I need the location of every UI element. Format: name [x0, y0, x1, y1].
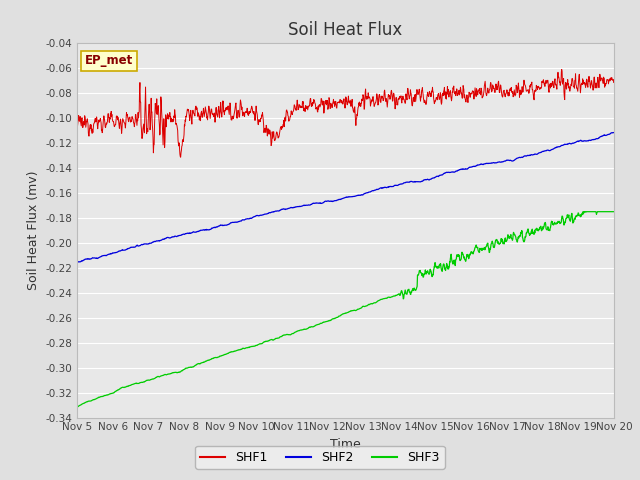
SHF1: [558, 67, 566, 72]
SHF1: [177, 155, 184, 160]
Title: Soil Heat Flux: Soil Heat Flux: [289, 21, 403, 39]
Y-axis label: Soil Heat Flux (mv): Soil Heat Flux (mv): [26, 171, 40, 290]
SHF1: [611, 76, 618, 82]
Line: SHF2: SHF2: [77, 132, 614, 262]
SHF3: [547, 225, 554, 230]
SHF2: [547, 147, 554, 153]
SHF2: [193, 229, 200, 235]
SHF1: [429, 89, 437, 95]
SHF3: [179, 367, 187, 372]
SHF3: [580, 209, 588, 215]
SHF1: [547, 81, 555, 86]
SHF3: [253, 343, 260, 348]
SHF1: [500, 88, 508, 94]
SHF2: [429, 175, 436, 181]
SHF1: [193, 105, 200, 111]
SHF2: [253, 213, 260, 218]
SHF2: [610, 130, 618, 135]
Line: SHF3: SHF3: [77, 212, 614, 408]
SHF2: [499, 159, 507, 165]
SHF2: [611, 130, 618, 135]
SHF3: [193, 362, 200, 368]
X-axis label: Time: Time: [330, 438, 361, 451]
SHF3: [73, 405, 81, 410]
SHF1: [253, 110, 260, 116]
SHF1: [73, 121, 81, 127]
SHF2: [179, 231, 187, 237]
SHF3: [611, 209, 618, 215]
SHF3: [429, 272, 436, 277]
Line: SHF1: SHF1: [77, 70, 614, 157]
Legend: SHF1, SHF2, SHF3: SHF1, SHF2, SHF3: [195, 446, 445, 469]
Text: EP_met: EP_met: [85, 54, 133, 67]
SHF1: [180, 135, 188, 141]
SHF2: [73, 259, 81, 265]
SHF3: [499, 241, 507, 247]
